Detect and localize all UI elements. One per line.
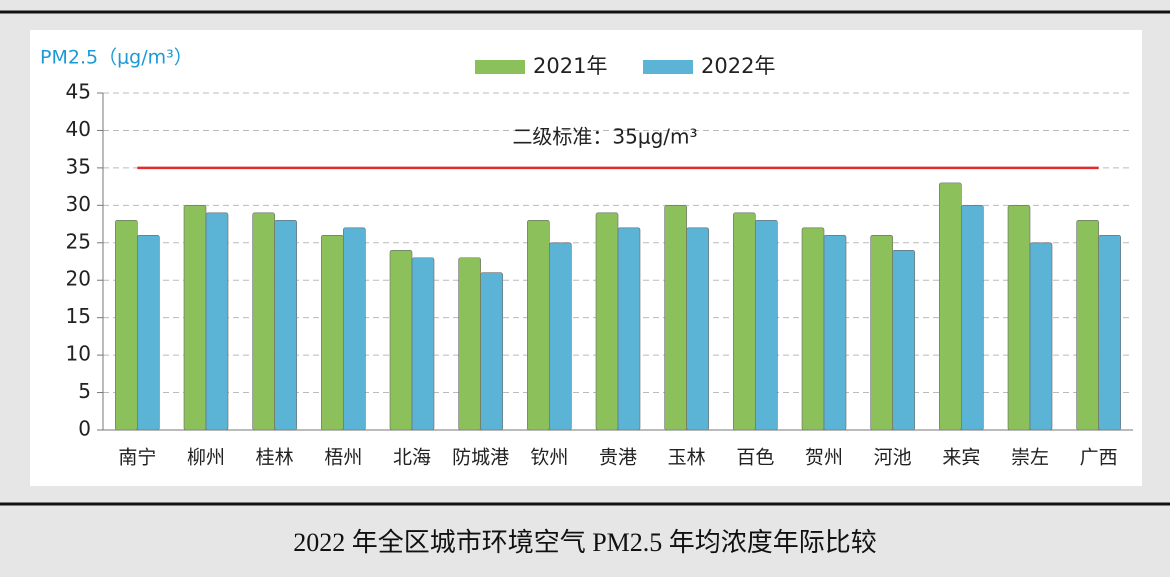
bar	[961, 205, 984, 431]
x-tick-label: 崇左	[1011, 447, 1049, 469]
x-tick-label: 河池	[874, 447, 912, 469]
y-tick-label: 40	[66, 117, 91, 141]
x-tick-label: 广西	[1080, 447, 1118, 469]
legend-label: 2022年	[701, 54, 775, 78]
bar	[939, 182, 962, 431]
bar	[527, 220, 550, 431]
bar	[1098, 234, 1121, 431]
y-tick-label: 10	[66, 342, 91, 366]
bar	[686, 227, 709, 431]
bar	[1029, 242, 1053, 431]
x-tick-label: 贺州	[805, 447, 843, 469]
x-tick-label: 玉林	[668, 447, 706, 469]
x-tick-label: 北海	[393, 447, 431, 469]
x-tick-label: 梧州	[324, 447, 362, 469]
bar	[343, 227, 366, 431]
bar	[1007, 205, 1031, 431]
y-tick-label: 30	[66, 192, 91, 216]
bar	[733, 212, 756, 431]
x-tick-label: 钦州	[530, 447, 568, 469]
bar	[183, 205, 207, 431]
bar	[252, 212, 275, 431]
bar	[137, 234, 160, 431]
bar	[870, 234, 893, 431]
x-tick-label: 桂林	[256, 447, 294, 469]
bar	[115, 220, 138, 431]
bar	[549, 242, 572, 431]
legend-swatch	[643, 60, 693, 74]
y-axis-label: PM2.5（μg/m³）	[40, 47, 193, 69]
bar	[480, 272, 503, 431]
y-tick-label: 0	[78, 417, 91, 441]
x-tick-label: 贵港	[599, 447, 637, 469]
bar	[1076, 220, 1099, 431]
bar	[321, 234, 344, 431]
bar	[617, 227, 641, 431]
x-tick-label: 来宾	[942, 447, 980, 469]
bar	[205, 212, 229, 431]
caption: 2022 年全区城市环境空气 PM2.5 年均浓度年际比较	[293, 528, 877, 557]
bar	[274, 220, 297, 431]
bar	[389, 249, 413, 431]
x-tick-label: 百色	[736, 447, 774, 469]
y-tick-label: 35	[66, 154, 91, 178]
x-tick-label: 南宁	[118, 447, 156, 469]
bar	[823, 234, 847, 431]
bar	[892, 249, 915, 431]
bar	[755, 220, 778, 431]
x-tick-label: 防城港	[452, 447, 509, 469]
bar	[664, 205, 687, 431]
bar	[595, 212, 619, 431]
bar	[411, 257, 435, 431]
legend-label: 2021年	[533, 54, 607, 78]
bar	[458, 257, 481, 431]
bar	[801, 227, 825, 431]
y-tick-label: 25	[66, 229, 91, 253]
legend-swatch	[475, 60, 525, 74]
y-tick-label: 20	[66, 267, 91, 291]
y-tick-label: 5	[78, 379, 91, 403]
y-tick-label: 45	[66, 80, 91, 104]
reference-label: 二级标准：35μg/m³	[512, 124, 697, 148]
y-tick-label: 15	[66, 304, 91, 328]
x-tick-label: 柳州	[187, 447, 225, 469]
